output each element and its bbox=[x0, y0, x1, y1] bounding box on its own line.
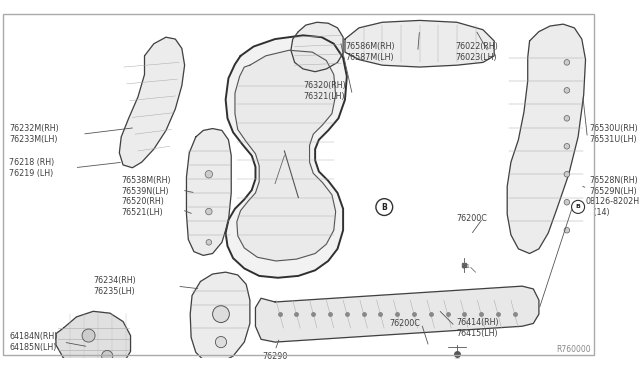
Circle shape bbox=[102, 350, 113, 362]
Polygon shape bbox=[291, 22, 343, 72]
Polygon shape bbox=[345, 20, 494, 67]
Polygon shape bbox=[190, 272, 250, 363]
Text: R760000: R760000 bbox=[557, 345, 591, 354]
Polygon shape bbox=[508, 24, 586, 253]
Text: 76200C: 76200C bbox=[390, 319, 420, 328]
Circle shape bbox=[572, 201, 584, 214]
Circle shape bbox=[564, 60, 570, 65]
Circle shape bbox=[564, 144, 570, 149]
Circle shape bbox=[376, 199, 393, 215]
Text: 76530U(RH)
76531U(LH): 76530U(RH) 76531U(LH) bbox=[589, 124, 638, 144]
Text: 76320(RH)
76321(LH): 76320(RH) 76321(LH) bbox=[303, 81, 346, 101]
Circle shape bbox=[564, 199, 570, 205]
Polygon shape bbox=[186, 129, 231, 256]
Polygon shape bbox=[56, 311, 131, 372]
Text: 76218 (RH)
76219 (LH): 76218 (RH) 76219 (LH) bbox=[10, 158, 54, 178]
Circle shape bbox=[564, 171, 570, 177]
Polygon shape bbox=[235, 50, 335, 261]
Circle shape bbox=[564, 227, 570, 233]
Text: 08126-8202H
   (14): 08126-8202H (14) bbox=[586, 197, 639, 217]
Text: 76520(RH)
76521(LH): 76520(RH) 76521(LH) bbox=[121, 197, 164, 217]
Text: 76586M(RH)
76587M(LH): 76586M(RH) 76587M(LH) bbox=[345, 42, 395, 62]
Text: 76290: 76290 bbox=[262, 352, 288, 360]
Text: B: B bbox=[575, 204, 580, 209]
Circle shape bbox=[564, 116, 570, 121]
Text: 76414(RH)
76415(LH): 76414(RH) 76415(LH) bbox=[457, 318, 499, 338]
Polygon shape bbox=[119, 37, 184, 168]
Circle shape bbox=[216, 337, 227, 348]
Text: 76022(RH)
76023(LH): 76022(RH) 76023(LH) bbox=[455, 42, 498, 62]
Circle shape bbox=[212, 306, 229, 323]
Circle shape bbox=[82, 329, 95, 342]
Polygon shape bbox=[255, 286, 539, 342]
Circle shape bbox=[206, 240, 212, 245]
Text: 76528N(RH)
76529N(LH): 76528N(RH) 76529N(LH) bbox=[589, 176, 638, 196]
Text: 76232M(RH)
76233M(LH): 76232M(RH) 76233M(LH) bbox=[10, 124, 59, 144]
Text: B: B bbox=[381, 203, 387, 212]
Circle shape bbox=[205, 208, 212, 215]
Polygon shape bbox=[226, 35, 347, 278]
Text: p1: p1 bbox=[463, 263, 470, 269]
Text: 76234(RH)
76235(LH): 76234(RH) 76235(LH) bbox=[93, 276, 136, 296]
Circle shape bbox=[564, 87, 570, 93]
Circle shape bbox=[205, 170, 212, 178]
Text: 64184N(RH)
64185N(LH): 64184N(RH) 64185N(LH) bbox=[10, 332, 58, 352]
Text: 76200C: 76200C bbox=[457, 214, 488, 222]
Text: 76538M(RH)
76539N(LH): 76538M(RH) 76539N(LH) bbox=[121, 176, 171, 196]
